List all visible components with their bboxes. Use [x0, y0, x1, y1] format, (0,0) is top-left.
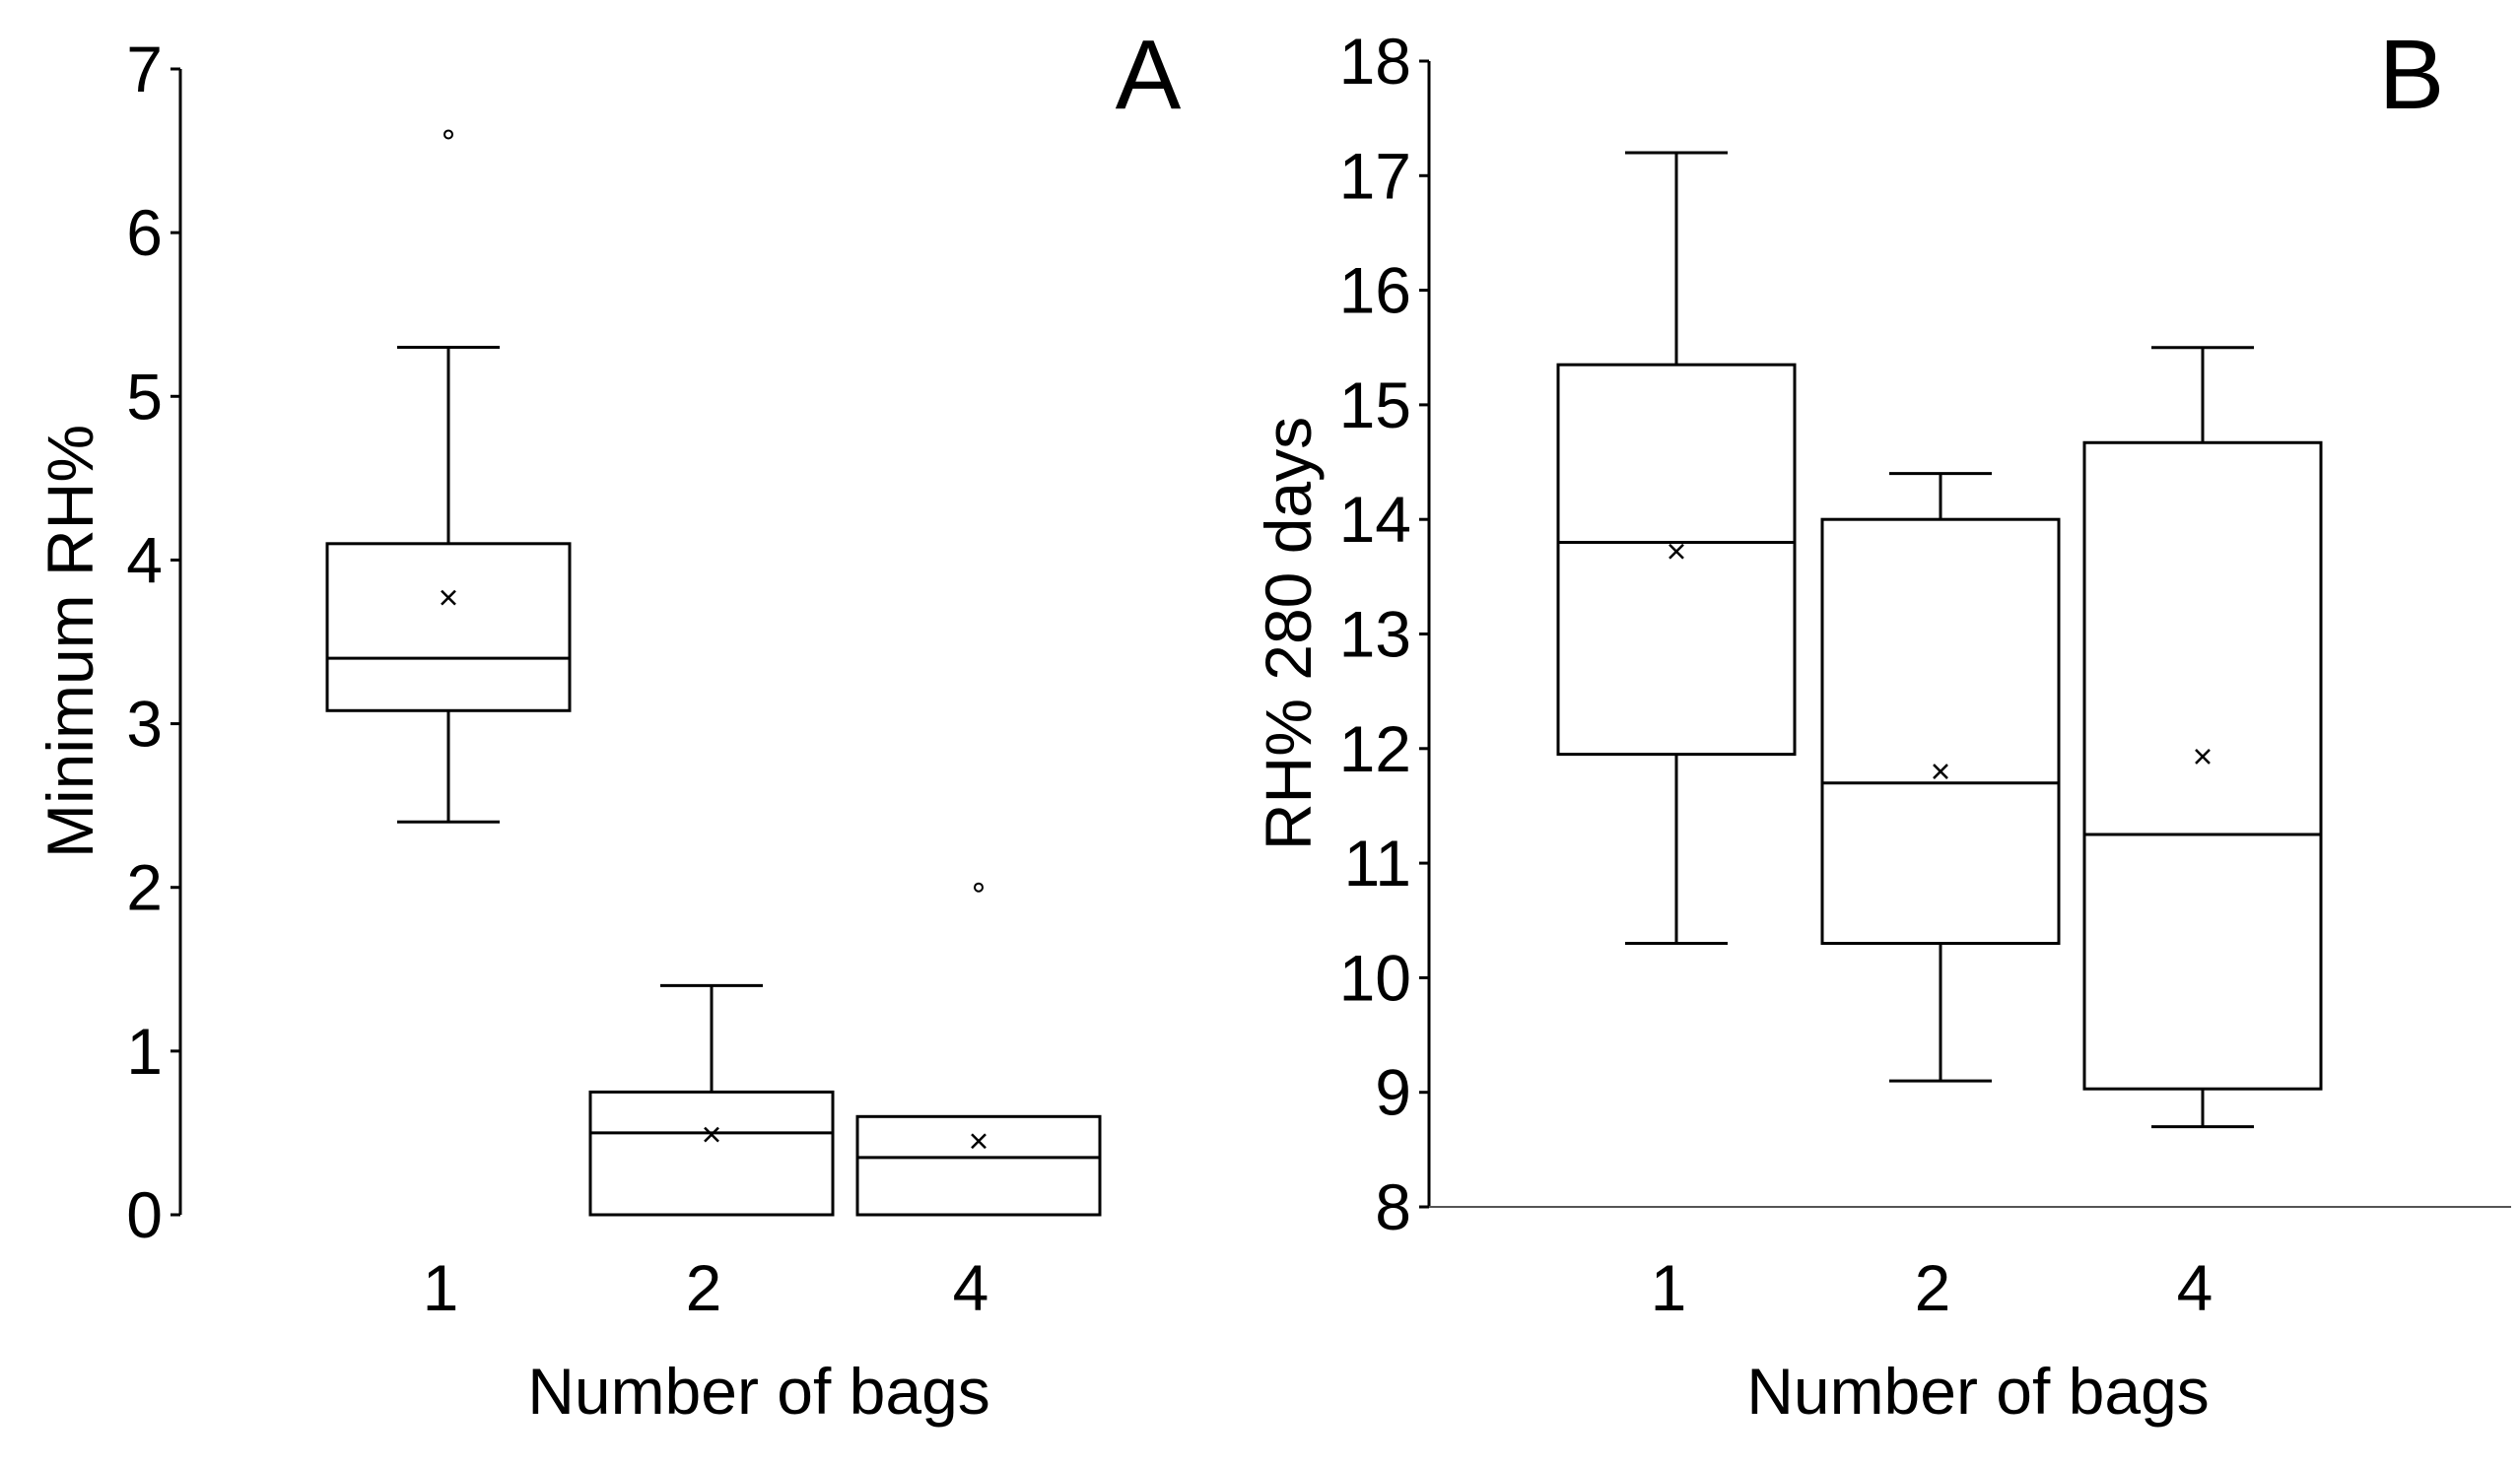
panel-label: B: [2379, 20, 2445, 130]
box-iqr: [1556, 363, 1797, 757]
y-axis-title: Minimum RH%: [34, 425, 106, 858]
box-2: 2: [588, 983, 835, 1324]
box-4: 4: [855, 882, 1102, 1324]
y-axis-title: RH% 280 days: [1252, 417, 1325, 850]
box-iqr: [588, 1090, 835, 1217]
mean-marker: [704, 1126, 719, 1143]
y-tick-label: 13: [1339, 598, 1411, 671]
outlier-point: [443, 129, 453, 140]
x-axis-title: Number of bags: [527, 1355, 990, 1428]
y-tick-label: 12: [1339, 712, 1411, 785]
box-1: 1: [325, 129, 572, 1324]
panel-label: A: [1116, 20, 1182, 130]
mean-marker: [1669, 543, 1684, 560]
y-tick-label: 17: [1339, 139, 1411, 212]
box-4: 4: [2082, 346, 2323, 1324]
box-iqr: [325, 542, 572, 712]
box-iqr: [2082, 440, 2323, 1091]
y-tick-label: 11: [1343, 827, 1411, 900]
y-tick-label: 5: [126, 360, 163, 433]
x-category-label: 2: [686, 1251, 722, 1324]
mean-marker: [441, 589, 456, 606]
box-iqr: [1820, 517, 2061, 946]
y-tick-label: 0: [126, 1178, 163, 1251]
y-tick-label: 2: [126, 851, 163, 924]
x-category-label: 1: [423, 1251, 459, 1324]
x-category-label: 4: [953, 1251, 989, 1324]
y-tick-label: 7: [126, 33, 163, 105]
box-iqr: [855, 1114, 1102, 1217]
mean-marker: [1933, 764, 1948, 779]
y-tick-label: 18: [1339, 25, 1411, 98]
y-tick-label: 3: [126, 688, 163, 761]
y-tick-label: 4: [126, 523, 163, 596]
x-axis-title: Number of bags: [1746, 1355, 2210, 1428]
box-1: 1: [1556, 151, 1797, 1324]
mean-marker: [971, 1133, 987, 1150]
x-category-label: 1: [1651, 1251, 1687, 1324]
panel-a: 0 1 2 3 4 5 6 7 Minimum RH% Number of bags A 1 2 4: [34, 20, 1182, 1428]
box-2: 2: [1820, 472, 2061, 1324]
outlier-point: [974, 882, 984, 893]
x-category-label: 2: [1915, 1251, 1951, 1324]
y-tick-label: 10: [1339, 941, 1411, 1014]
y-tick-label: 1: [126, 1015, 163, 1088]
y-tick-label: 15: [1339, 368, 1411, 441]
y-tick-label: 6: [126, 196, 163, 269]
y-tick-label: 14: [1339, 483, 1411, 556]
y-tick-label: 16: [1339, 254, 1411, 327]
y-tick-label: 8: [1375, 1170, 1411, 1243]
y-tick-label: 9: [1375, 1056, 1411, 1129]
mean-marker: [2195, 749, 2211, 765]
x-category-label: 4: [2177, 1251, 2214, 1324]
